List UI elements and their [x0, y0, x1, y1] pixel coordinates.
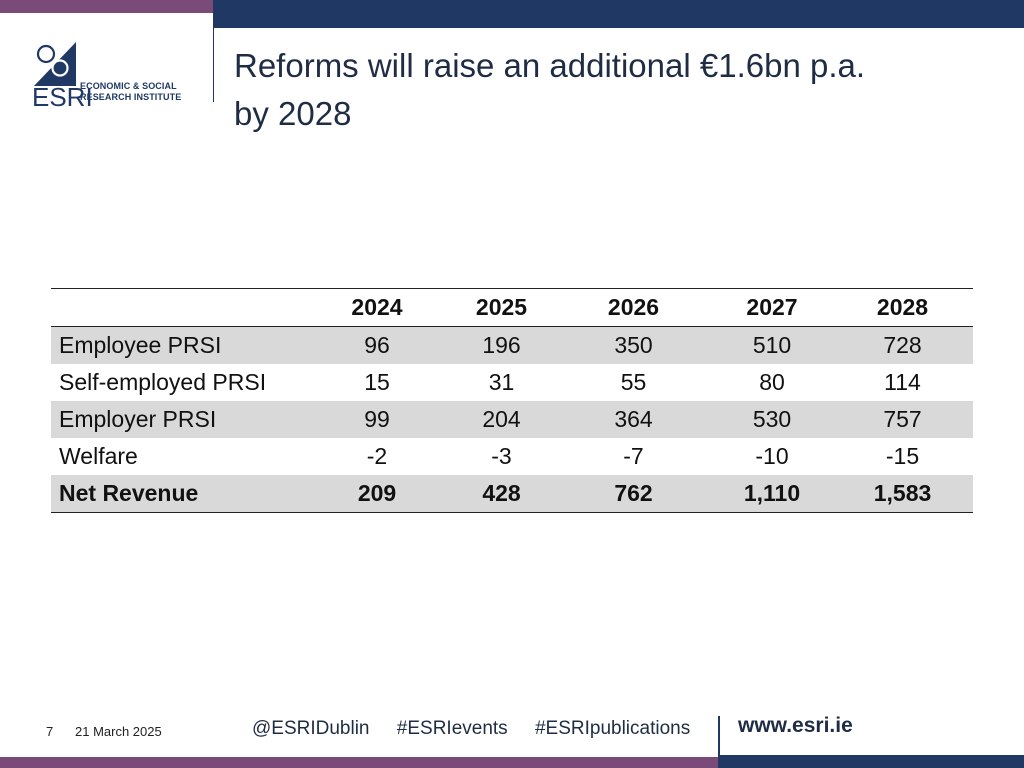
- column-header-2024: 2024: [306, 288, 448, 327]
- table-cell: 757: [832, 401, 973, 438]
- top-accent-bar-navy: [213, 0, 1024, 28]
- row-label: Employee PRSI: [51, 326, 306, 364]
- header-divider: [213, 28, 214, 102]
- footer-divider: [718, 716, 720, 756]
- slide-title-line-2: by 2028: [234, 95, 352, 132]
- table-cell: 762: [555, 475, 712, 513]
- table-row-employer-prsi: Employer PRSI 99 204 364 530 757: [51, 401, 973, 438]
- bottom-accent-bar-navy: [718, 755, 1024, 768]
- footer-date: 21 March 2025: [75, 724, 162, 739]
- table-cell: 196: [448, 326, 555, 364]
- table-cell: 1,583: [832, 475, 973, 513]
- table-cell: -3: [491, 443, 512, 469]
- table-cell: 15: [364, 369, 390, 395]
- table-cell: 350: [555, 326, 712, 364]
- row-label: Self-employed PRSI: [59, 369, 267, 395]
- table-cell: 530: [712, 401, 832, 438]
- logo-institute-name: ECONOMIC & SOCIAL RESEARCH INSTITUTE: [80, 81, 181, 103]
- logo-acronym: ESRI: [32, 82, 93, 108]
- table-cell: 96: [306, 326, 448, 364]
- table-cell: 364: [555, 401, 712, 438]
- row-label: Employer PRSI: [51, 401, 306, 438]
- table-cell: 114: [884, 369, 921, 395]
- slide-title-line-1: Reforms will raise an additional €1.6bn …: [234, 47, 866, 84]
- table-cell: 1,110: [712, 475, 832, 513]
- footer-social-handles: @ESRIDublin #ESRIevents #ESRIpublication…: [252, 718, 712, 740]
- twitter-handle[interactable]: @ESRIDublin: [252, 718, 370, 739]
- column-header-label: [51, 288, 306, 327]
- hashtag-publications[interactable]: #ESRIpublications: [534, 718, 691, 739]
- column-header-2028: 2028: [832, 288, 973, 327]
- column-header-2025: 2025: [448, 288, 555, 327]
- table-cell: 510: [712, 326, 832, 364]
- hashtag-events[interactable]: #ESRIevents: [396, 718, 508, 739]
- table-cell: 55: [620, 369, 647, 395]
- table-cell: -10: [755, 443, 789, 469]
- esri-logo-icon: ESRI: [32, 42, 93, 108]
- table-cell: -2: [366, 443, 388, 469]
- table-cell: 99: [306, 401, 448, 438]
- row-label: Welfare: [59, 443, 138, 469]
- table-cell: 728: [832, 326, 973, 364]
- bottom-accent-bar-purple: [0, 757, 718, 768]
- logo-name-line-2: RESEARCH INSTITUTE: [80, 92, 182, 102]
- row-label: Net Revenue: [51, 475, 306, 513]
- column-header-2027: 2027: [712, 288, 832, 327]
- table-cell: 209: [306, 475, 448, 513]
- column-header-2026: 2026: [555, 288, 712, 327]
- table-row-employee-prsi: Employee PRSI 96 196 350 510 728: [51, 326, 973, 364]
- table-row-net-revenue: Net Revenue 209 428 762 1,110 1,583: [51, 475, 973, 513]
- table-cell: 80: [759, 369, 785, 395]
- page-number: 7: [46, 724, 54, 739]
- table-cell: 204: [448, 401, 555, 438]
- table-cell: -15: [885, 443, 920, 469]
- table-cell: 31: [488, 369, 515, 395]
- top-accent-bar-purple: [0, 0, 213, 13]
- table-row-self-employed-prsi: Self-employed PRSI 15 31 55 80 114: [51, 364, 973, 401]
- table-cell: -7: [623, 443, 644, 469]
- revenue-table: 2024 2025 2026 2027 2028 Employee PRSI 9…: [51, 288, 973, 513]
- logo-name-line-1: ECONOMIC & SOCIAL: [80, 81, 177, 91]
- slide-title: Reforms will raise an additional €1.6bn …: [234, 42, 994, 138]
- table-header-row: 2024 2025 2026 2027 2028: [51, 288, 973, 327]
- table-cell: 428: [448, 475, 555, 513]
- website-link[interactable]: www.esri.ie: [738, 714, 853, 737]
- table-row-welfare: Welfare -2 -3 -7 -10 -15: [51, 438, 973, 475]
